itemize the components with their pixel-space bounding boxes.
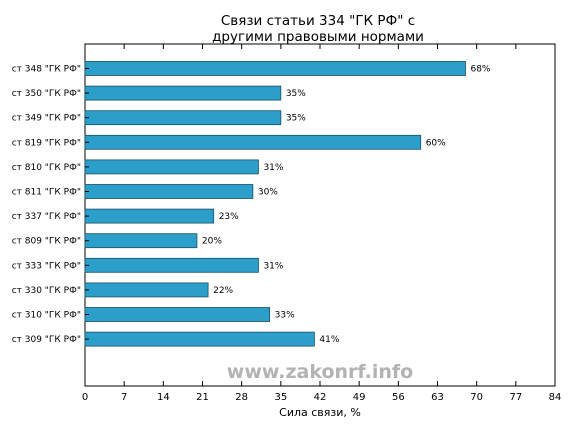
x-tick-label: 28: [235, 392, 248, 403]
x-axis-title: Сила связи, %: [279, 406, 361, 419]
x-tick-label: 35: [274, 392, 287, 403]
data-label: 35%: [286, 114, 306, 124]
data-label: 31%: [263, 261, 283, 271]
x-tick-label: 77: [509, 392, 522, 403]
x-tick-label: 84: [549, 392, 562, 403]
category-label: ст 333 "ГК РФ": [12, 261, 81, 271]
category-label: ст 810 "ГК РФ": [12, 163, 81, 173]
x-tick-label: 42: [314, 392, 327, 403]
category-label: ст 337 "ГК РФ": [12, 212, 81, 222]
x-tick-label: 49: [353, 392, 366, 403]
category-label: ст 309 "ГК РФ": [12, 335, 81, 345]
x-tick-label: 0: [82, 392, 88, 403]
bars-layer: [84, 61, 466, 347]
x-tick-label: 7: [121, 392, 127, 403]
x-tick-label: 70: [470, 392, 483, 403]
bar: [84, 110, 282, 126]
bar: [84, 134, 422, 150]
category-label: ст 350 "ГК РФ": [12, 89, 81, 99]
bar: [84, 85, 282, 101]
bar: [84, 233, 198, 249]
category-label: ст 348 "ГК РФ": [12, 65, 81, 75]
bar: [84, 257, 259, 273]
data-label: 33%: [275, 311, 295, 321]
data-label: 30%: [258, 188, 278, 198]
data-label: 31%: [263, 163, 283, 173]
x-tick-label: 21: [196, 392, 209, 403]
labels-layer: ст 348 "ГК РФ" 68% ст 350 "ГК РФ" 35% ст 349…: [12, 65, 491, 346]
data-label: 20%: [202, 237, 222, 247]
bar: [84, 61, 466, 76]
x-tick-label: 63: [431, 392, 444, 403]
x-axis-ticks: 0 7 14 21 28 35 42 49 56 63 70 77 84: [82, 44, 562, 403]
bar: [84, 307, 271, 322]
category-label: ст 349 "ГК РФ": [12, 114, 81, 124]
category-label: ст 809 "ГК РФ": [12, 237, 81, 247]
watermark: www.zakonrf.info: [227, 361, 413, 383]
data-label: 41%: [319, 335, 339, 345]
data-label: 23%: [219, 212, 239, 222]
bar: [84, 208, 215, 224]
category-label: ст 811 "ГК РФ": [12, 188, 81, 198]
data-label: 35%: [286, 89, 306, 99]
bar: [84, 184, 254, 199]
x-tick-label: 14: [157, 392, 170, 403]
data-label: 22%: [213, 286, 233, 296]
chart-title-line-1: Связи статьи 334 "ГК РФ" с: [221, 13, 415, 29]
chart-title-line-2: другими правовыми нормами: [212, 29, 424, 45]
data-label: 60%: [426, 138, 446, 148]
bar: [84, 159, 259, 175]
x-tick-label: 56: [392, 392, 405, 403]
category-label: ст 819 "ГК РФ": [12, 138, 81, 148]
category-label: ст 330 "ГК РФ": [12, 286, 81, 296]
data-label: 68%: [470, 65, 490, 75]
bar: [84, 282, 209, 298]
category-label: ст 310 "ГК РФ": [12, 311, 81, 321]
bar: [84, 331, 315, 347]
